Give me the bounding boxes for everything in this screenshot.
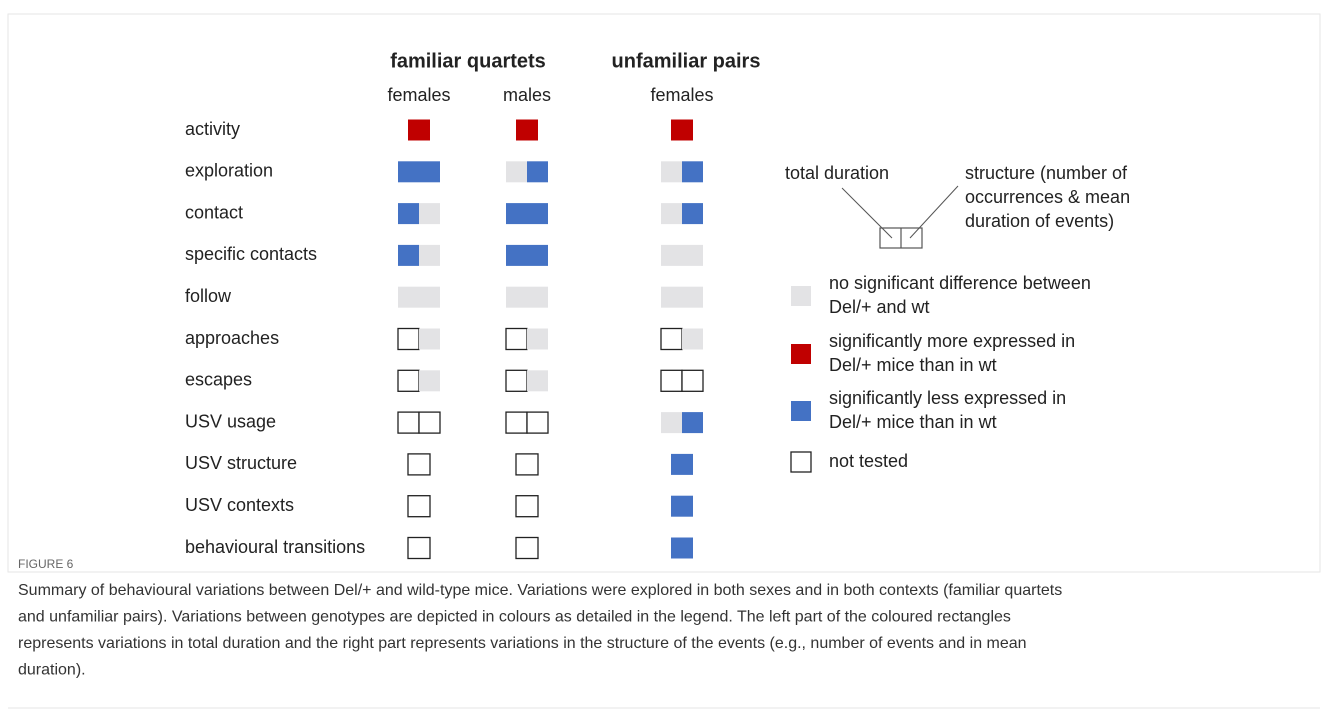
cell-half (419, 203, 440, 225)
cell-half (419, 370, 440, 392)
cell (516, 119, 538, 141)
legend-text: no significant difference between (829, 273, 1091, 293)
cell (671, 537, 693, 559)
row-label: behavioural transitions (185, 537, 365, 557)
cell (671, 453, 693, 475)
cell-half (661, 161, 682, 183)
legend-pointer (909, 185, 959, 239)
legend-text: significantly more expressed in (829, 331, 1075, 351)
cell-half (527, 328, 548, 350)
cell-half (682, 203, 703, 225)
cell-half (681, 369, 704, 392)
cell-half (397, 369, 420, 392)
cell-half (419, 328, 440, 350)
caption-line: and unfamiliar pairs). Variations betwee… (18, 609, 1011, 626)
cell (671, 495, 693, 517)
group-header: familiar quartets (390, 50, 546, 72)
cell (407, 495, 431, 518)
legend-swatch (790, 451, 812, 473)
caption-label: FIGURE 6 (18, 557, 74, 571)
column-header: females (650, 85, 713, 105)
cell-half (660, 327, 683, 351)
row-label: USV usage (185, 411, 276, 431)
group-header: unfamiliar pairs (612, 50, 761, 72)
cell (407, 453, 431, 476)
cell-half (505, 369, 528, 392)
cell-half (505, 411, 528, 434)
cell (506, 203, 548, 225)
cell (407, 536, 431, 560)
legend-text: not tested (829, 451, 908, 471)
figure-frame (7, 13, 1321, 573)
caption-line: duration). (18, 662, 86, 679)
legend-swatch (791, 344, 811, 364)
cell-half (527, 370, 548, 392)
caption-line: represents variations in total duration … (18, 635, 1027, 652)
legend-label: duration of events) (965, 211, 1114, 231)
row-label: follow (185, 286, 232, 306)
legend-swatch (791, 286, 811, 306)
cell-half (397, 411, 420, 434)
cell-half (398, 203, 419, 225)
cell (398, 161, 440, 183)
cell (506, 244, 548, 266)
cell (408, 119, 430, 141)
caption-line: Summary of behavioural variations betwee… (18, 582, 1062, 599)
legend-pointer (841, 187, 893, 239)
legend-text: Del/+ and wt (829, 297, 930, 317)
cell (515, 453, 539, 476)
legend-swatch (791, 401, 811, 421)
legend-label: total duration (785, 163, 889, 183)
row-label: activity (185, 119, 240, 139)
cell-half (527, 161, 548, 183)
legend-text: Del/+ mice than in wt (829, 355, 997, 375)
row-label: USV contexts (185, 495, 294, 515)
row-label: escapes (185, 370, 252, 390)
cell-half (661, 203, 682, 225)
cell (671, 119, 693, 141)
cell-half (505, 327, 528, 351)
row-label: exploration (185, 161, 273, 181)
legend-text: significantly less expressed in (829, 388, 1066, 408)
cell-half (418, 411, 441, 434)
legend-label: structure (number of (965, 163, 1128, 183)
row-label: specific contacts (185, 244, 317, 264)
column-header: females (387, 85, 450, 105)
cell-half (506, 161, 527, 183)
cell-half (661, 412, 682, 434)
cell (661, 244, 703, 266)
row-label: USV structure (185, 453, 297, 473)
cell (661, 286, 703, 308)
legend-text: Del/+ mice than in wt (829, 412, 997, 432)
row-label: approaches (185, 328, 279, 348)
cell (506, 286, 548, 308)
row-label: contact (185, 202, 243, 222)
cell-half (397, 327, 420, 351)
legend-label: occurrences & mean (965, 187, 1130, 207)
column-header: males (503, 85, 551, 105)
cell-half (682, 412, 703, 434)
cell-half (526, 411, 549, 434)
cell (398, 286, 440, 308)
cell-half (398, 244, 419, 266)
cell (515, 536, 539, 560)
cell-half (660, 369, 683, 392)
cell (515, 495, 539, 518)
cell-half (682, 161, 703, 183)
cell-half (682, 328, 703, 350)
cell-half (419, 244, 440, 266)
